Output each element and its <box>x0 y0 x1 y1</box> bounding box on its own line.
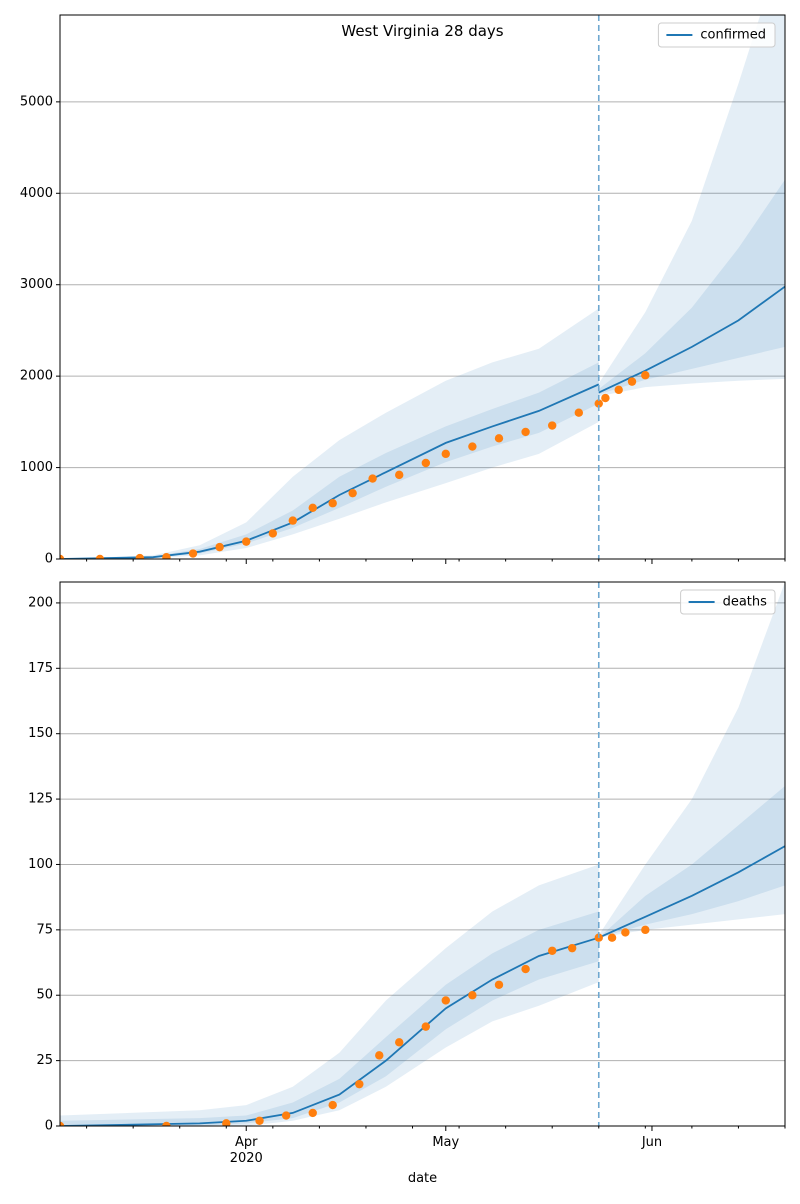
observed-point <box>641 371 650 380</box>
observed-point <box>368 474 377 483</box>
inner-uncertainty-band <box>598 786 785 938</box>
y-tick-label: 1000 <box>20 460 53 475</box>
x-tick-label: Jun <box>641 1135 662 1150</box>
observed-point <box>468 991 477 1000</box>
observed-point <box>308 1108 317 1118</box>
y-tick-label: 200 <box>28 595 53 610</box>
observed-point <box>395 1038 404 1047</box>
plot-area <box>60 15 785 559</box>
observed-point <box>548 946 557 955</box>
model-fit-line <box>60 383 600 559</box>
observed-point <box>601 393 610 403</box>
observed-point <box>627 377 637 386</box>
observed-point <box>607 933 617 942</box>
outer-uncertainty-band <box>598 582 785 938</box>
y-tick-label: 0 <box>45 552 53 567</box>
y-tick-label: 3000 <box>20 277 53 292</box>
observed-point <box>614 385 623 395</box>
y-tick-label: 4000 <box>20 186 53 201</box>
y-tick-label: 125 <box>28 792 53 807</box>
observed-point <box>222 1119 231 1126</box>
y-tick-label: 0 <box>45 1119 53 1134</box>
observed-point <box>328 499 337 508</box>
legend-box <box>680 589 776 615</box>
observed-point <box>188 549 198 558</box>
observed-point <box>468 442 477 451</box>
observed-point <box>567 943 577 953</box>
legend-box <box>657 22 776 48</box>
inner-uncertainty-band <box>598 179 785 395</box>
model-forecast-line <box>598 285 785 394</box>
observed-point <box>215 542 224 552</box>
legend-label: deaths <box>723 595 768 610</box>
x-axis-label: date <box>408 1171 437 1186</box>
y-tick-label: 2000 <box>20 369 53 384</box>
observed-point <box>375 1051 384 1060</box>
observed-point <box>421 458 431 468</box>
observed-point <box>288 516 297 525</box>
axes-frame <box>59 581 786 1127</box>
axes-frame <box>59 14 786 560</box>
y-tick-label: 50 <box>36 988 53 1003</box>
observed-point <box>441 996 450 1005</box>
model-forecast-line <box>598 845 785 939</box>
observed-point <box>60 1121 65 1126</box>
observed-point <box>574 408 584 417</box>
x-tick-sublabel: 2020 <box>230 1151 263 1166</box>
y-tick-label: 75 <box>36 922 53 937</box>
observed-point <box>328 1100 337 1110</box>
observed-point <box>281 1111 291 1120</box>
observed-point <box>494 980 504 989</box>
x-tick-label: May <box>432 1135 459 1150</box>
observed-point <box>421 1022 431 1031</box>
y-tick-label: 150 <box>28 726 53 741</box>
observed-point <box>268 529 278 538</box>
legend-label: confirmed <box>700 28 766 43</box>
observed-point <box>95 554 105 559</box>
y-tick-label: 100 <box>28 857 53 872</box>
observed-point <box>548 421 557 430</box>
observed-point <box>242 537 251 546</box>
observed-point <box>255 1116 264 1125</box>
observed-point <box>355 1079 364 1089</box>
observed-point <box>162 1121 171 1126</box>
outer-uncertainty-band <box>598 15 785 397</box>
chart-panel-1: 0 1000 2000 3000 4000 5000 confirmed West Virgi… <box>20 14 786 567</box>
outer-uncertainty-band <box>60 864 599 1126</box>
y-tick-label: 175 <box>28 661 53 676</box>
observed-point <box>494 434 504 443</box>
observed-point <box>521 427 530 437</box>
observed-point <box>162 552 171 559</box>
plot-area <box>60 582 785 1126</box>
y-tick-label: 5000 <box>20 94 53 109</box>
observed-point <box>641 925 650 935</box>
x-tick-label: Apr <box>235 1135 258 1150</box>
observed-point <box>348 488 357 498</box>
observed-point <box>395 470 404 480</box>
observed-point <box>308 503 317 512</box>
observed-point <box>441 449 450 459</box>
observed-point <box>594 399 603 408</box>
inner-uncertainty-band <box>60 911 599 1126</box>
observed-point <box>621 928 630 937</box>
outer-uncertainty-band <box>60 308 599 559</box>
observed-point <box>60 554 65 559</box>
observed-point <box>521 964 530 974</box>
model-fit-line <box>60 936 600 1126</box>
y-tick-label: 25 <box>36 1053 53 1068</box>
chart-title: West Virginia 28 days <box>341 22 503 40</box>
observed-point <box>135 553 145 559</box>
